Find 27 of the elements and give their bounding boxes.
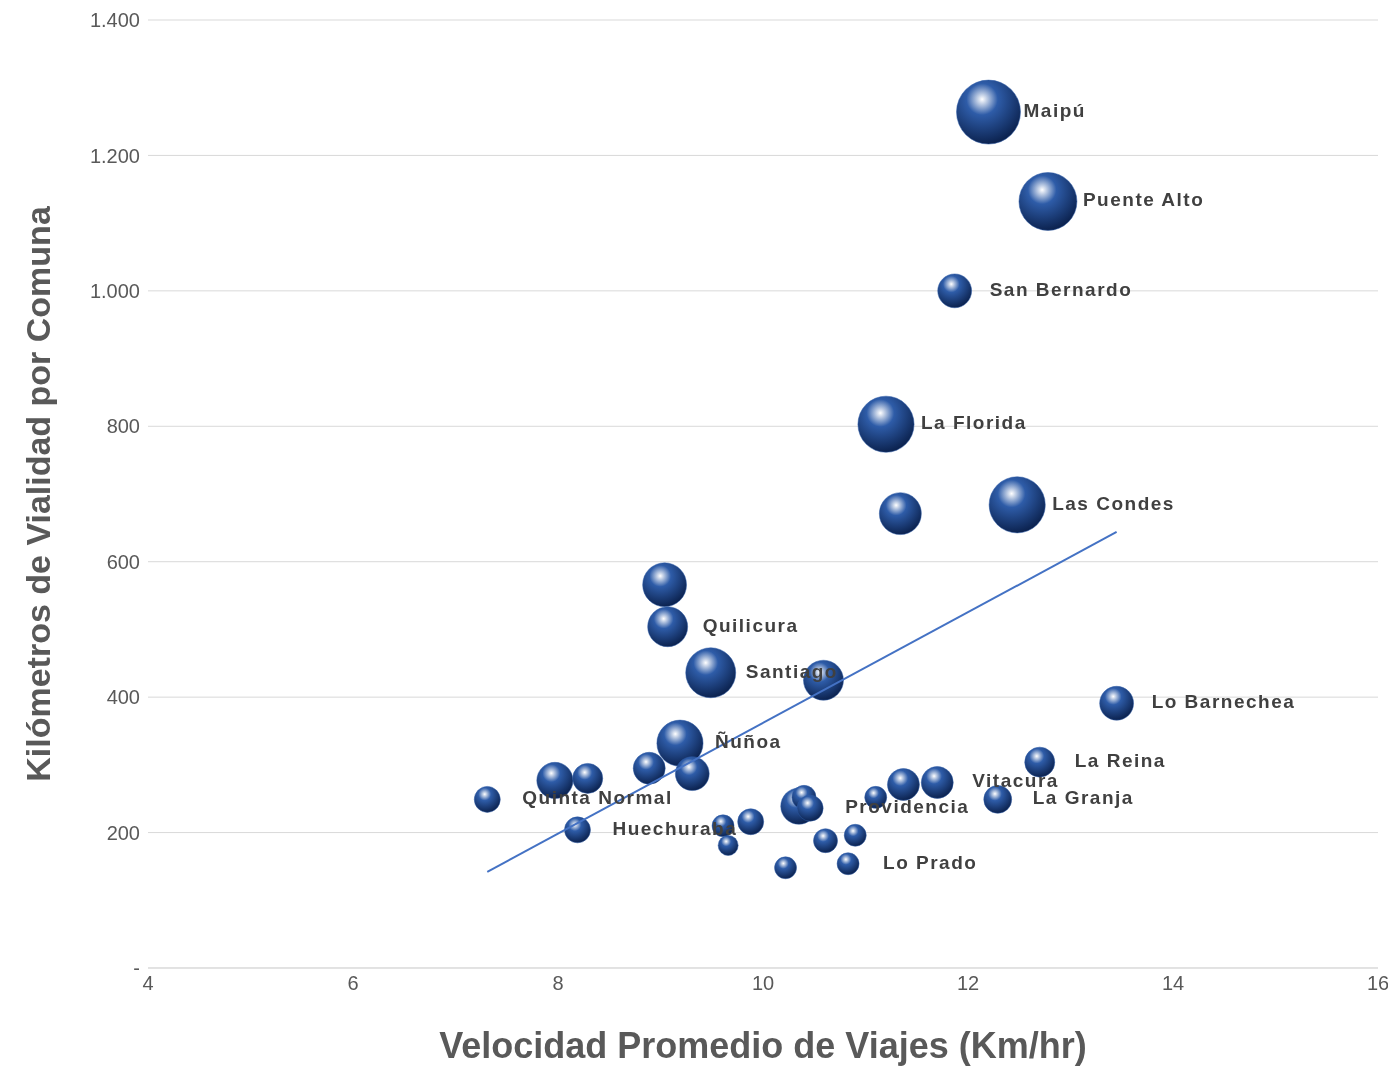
y-tick-label: 1.200 <box>89 144 140 167</box>
x-axis-title: Velocidad Promedio de Viajes (Km/hr) <box>439 1025 1087 1066</box>
annotation: Providencia <box>845 796 970 818</box>
x-tick-label: 16 <box>1366 972 1390 995</box>
x-tick-label: 14 <box>1161 972 1185 995</box>
annotation: Lo Barnechea <box>1151 691 1296 713</box>
x-tick-label: 12 <box>956 972 980 995</box>
annotation: Las Condes <box>1052 492 1175 514</box>
annotation: Maipú <box>1023 100 1086 122</box>
annotation: Quilicura <box>702 614 799 636</box>
annotation: La Florida <box>921 412 1027 434</box>
y-axis-title: Kilómetros de Vialidad por Comuna <box>19 205 58 782</box>
y-tick-label: 400 <box>106 686 140 709</box>
x-tick-label: 10 <box>751 972 775 995</box>
y-tick-label: 600 <box>106 550 140 573</box>
y-tick-label: - <box>133 957 140 980</box>
annotation: Puente Alto <box>1082 189 1205 211</box>
annotation: La Reina <box>1074 750 1166 772</box>
y-tick-label: 200 <box>106 821 140 844</box>
annotation: Lo Prado <box>883 851 978 873</box>
y-tick-label: 1.400 <box>89 9 140 32</box>
x-tick-label: 8 <box>552 972 564 995</box>
annotation: San Bernardo <box>989 278 1133 300</box>
y-tick-label: 800 <box>106 415 140 438</box>
y-tick-label: 1.000 <box>89 279 140 302</box>
x-tick-label: 6 <box>347 972 359 995</box>
x-tick-label: 4 <box>142 972 154 995</box>
